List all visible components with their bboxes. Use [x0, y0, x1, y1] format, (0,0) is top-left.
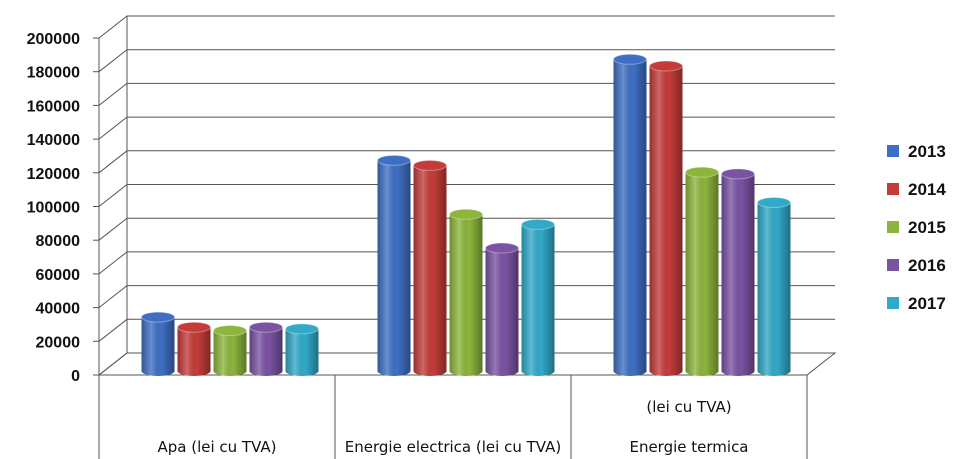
y-tick-label: 40000: [36, 301, 81, 318]
y-tick-label: 60000: [36, 267, 81, 284]
gridline: [98, 150, 835, 174]
bar-shade: [649, 66, 683, 377]
legend-label: 2014: [908, 180, 946, 199]
legend-label: 2013: [908, 142, 946, 161]
legend-swatch: [887, 221, 899, 233]
gridline: [98, 184, 835, 207]
legend: 2013 2014 2015 2016 2017: [887, 142, 946, 313]
bar-2013-1: [141, 311, 175, 377]
bar-shade: [521, 224, 555, 376]
bar-top: [177, 321, 211, 333]
bar-top: [649, 60, 683, 72]
bar-top: [141, 311, 175, 323]
bar-top: [685, 166, 719, 178]
gridline: [98, 285, 835, 308]
bar-shade: [449, 214, 483, 377]
bar-top: [413, 159, 447, 171]
y-tick-label: 20000: [36, 334, 81, 351]
gridline: [98, 82, 835, 106]
y-tick-label: 100000: [27, 200, 80, 217]
bar-shade: [377, 160, 411, 377]
bar-top: [613, 53, 647, 65]
legend-swatch: [887, 297, 899, 309]
bar-top: [249, 321, 283, 333]
bar-2014-3: [649, 60, 683, 377]
legend-item-2013: 2013: [887, 142, 946, 161]
bar-2015-2: [449, 208, 483, 377]
bar-shade: [285, 328, 319, 377]
bar-top: [757, 197, 791, 208]
bar-top: [521, 218, 555, 230]
gridline: [98, 217, 835, 241]
legend-item-2015: 2015: [887, 218, 946, 237]
bar-shade: [613, 59, 647, 377]
legend-label: 2017: [908, 294, 946, 313]
category-label: Apa (lei cu TVA): [157, 438, 276, 456]
legend-swatch: [887, 259, 899, 271]
x-axis-categories: Apa (lei cu TVA) Energie electrica (lei c…: [157, 375, 808, 459]
bar-shade: [721, 173, 755, 377]
bar-2016-1: [249, 321, 283, 376]
bar-shade: [177, 327, 211, 377]
category-label: (lei cu TVA): [646, 398, 731, 416]
bar-2014-2: [413, 159, 447, 377]
y-tick-label: 140000: [27, 132, 80, 149]
bar-2013-3: [613, 53, 647, 377]
bar-shade: [757, 202, 791, 377]
legend-swatch: [887, 145, 899, 157]
y-tick-label: 80000: [36, 233, 81, 250]
bar-2014-1: [177, 321, 211, 377]
category-label: Energie termica: [629, 438, 748, 456]
bar-2017-1: [285, 323, 319, 377]
gridline: [98, 352, 835, 376]
y-tick-label: 180000: [27, 65, 80, 82]
bar-top: [485, 242, 519, 254]
bar-2016-2: [485, 242, 519, 377]
bar-top: [721, 168, 755, 180]
category-label: Energie electrica (lei cu TVA): [345, 438, 561, 456]
gridlines: [93, 15, 835, 376]
bar-2013-2: [377, 154, 411, 377]
bar-2015-1: [213, 325, 247, 377]
legend-label: 2016: [908, 256, 946, 275]
bar-2016-3: [721, 168, 755, 377]
gridline: [98, 318, 835, 342]
bar-2017-3: [757, 197, 791, 377]
bar-shade: [249, 327, 283, 376]
bar-shade: [413, 165, 447, 377]
y-tick-label: 200000: [27, 31, 80, 48]
bar-2015-3: [685, 166, 719, 377]
bar-top: [377, 154, 411, 166]
bar-top: [285, 323, 319, 335]
y-tick-label: 120000: [27, 166, 80, 183]
bar-shade: [213, 330, 247, 377]
y-axis-ticks: 0 20000 40000 60000 80000 100000 120000 140000 1…: [27, 31, 80, 385]
y-tick-label: 160000: [27, 98, 80, 115]
bar-top: [213, 325, 247, 337]
y-tick-label: 0: [71, 368, 80, 385]
gridline: [98, 15, 835, 39]
legend-item-2017: 2017: [887, 294, 946, 313]
gridline: [98, 251, 835, 275]
bars: [141, 53, 791, 377]
bar-2017-2: [521, 218, 555, 376]
bar-shade: [685, 172, 719, 377]
legend-swatch: [887, 183, 899, 195]
bar-top: [449, 208, 483, 220]
legend-item-2014: 2014: [887, 180, 946, 199]
legend-item-2016: 2016: [887, 256, 946, 275]
bar-shade: [485, 247, 519, 377]
legend-label: 2015: [908, 218, 946, 237]
gridline: [98, 49, 835, 73]
gridline: [98, 116, 835, 140]
bar-shade: [141, 317, 175, 377]
